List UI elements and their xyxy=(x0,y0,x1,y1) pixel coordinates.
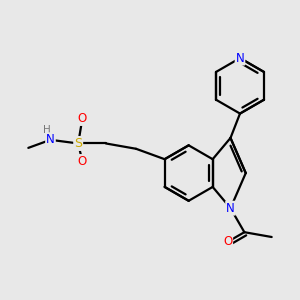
Text: N: N xyxy=(226,202,235,215)
Text: S: S xyxy=(74,137,82,150)
Text: O: O xyxy=(223,236,232,248)
Text: N: N xyxy=(236,52,244,64)
Text: O: O xyxy=(78,112,87,125)
Text: H: H xyxy=(43,125,51,135)
Text: N: N xyxy=(46,133,55,146)
Text: O: O xyxy=(78,155,87,168)
